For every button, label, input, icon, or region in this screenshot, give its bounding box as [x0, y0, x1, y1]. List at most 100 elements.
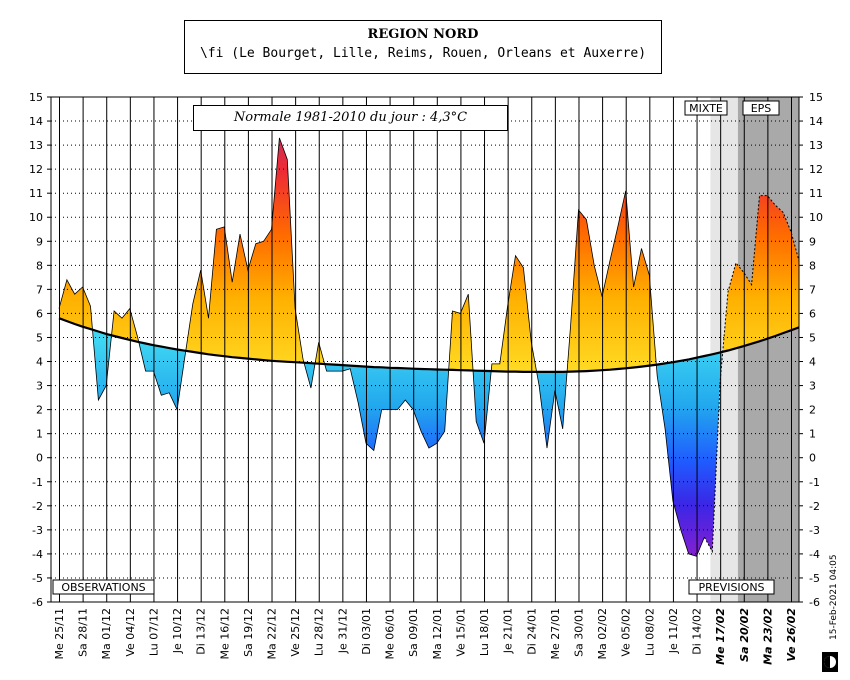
x-tick-label: Ma 02/02 [596, 608, 609, 659]
x-tick-label: Lu 08/02 [643, 608, 656, 656]
y-tick-label-right: 6 [809, 307, 816, 320]
forecast-line [703, 195, 799, 554]
y-tick-label-left: 11 [29, 187, 43, 200]
y-tick-label-left: 9 [36, 235, 43, 248]
cold-anomaly-area [656, 351, 723, 557]
y-tick-label-right: -5 [809, 572, 820, 585]
x-tick-label: Di 03/01 [360, 608, 373, 655]
previsions-label: PREVISIONS [688, 579, 775, 595]
zone-labels: OBSERVATIONS PREVISIONS MIXTE EPS [52, 100, 780, 595]
y-tick-label-right: -6 [809, 596, 820, 609]
previsions-label-box [688, 579, 775, 595]
x-tick-label: Je 10/12 [171, 608, 184, 654]
previsions-label-text: PREVISIONS [698, 581, 764, 594]
plot-border [50, 96, 800, 603]
y-tick-label-right: 14 [809, 115, 823, 128]
normale-label: Normale 1981-2010 du jour : 4,3°C [193, 105, 508, 131]
x-tick-label: Ve 15/01 [454, 608, 467, 657]
x-tick-label: Je 31/12 [336, 608, 349, 654]
y-tick-label-left: 10 [29, 211, 43, 224]
y-tick-label-left: 15 [29, 91, 43, 104]
x-axis: Me 25/11 Sa 28/11 Ma 01/12 Ve 04/12 Lu 07/12… [53, 608, 798, 665]
y-tick-label-left: -4 [32, 548, 43, 561]
temperature-line [58, 137, 705, 557]
y-tick-label-right: -4 [809, 548, 820, 561]
normale-line [58, 317, 799, 373]
y-tick-label-right: 9 [809, 235, 816, 248]
cold-anomaly-area [138, 342, 186, 410]
mixte-label-box [684, 100, 728, 116]
title-box: REGION NORD \fi (Le Bourget, Lille, Reim… [184, 20, 662, 74]
y-tick-label-right: -3 [809, 524, 820, 537]
x-tick-label: Sa 28/11 [77, 608, 90, 657]
y-tick-label-left: 0 [36, 452, 43, 465]
chart-title: REGION NORD [367, 27, 479, 42]
x-tick-label: Ma 23/02 [761, 608, 774, 665]
timestamp: 15-Feb-2021 04:05 [829, 554, 839, 640]
y-tick-label-right: 3 [809, 380, 816, 393]
y-tick-label-right: -2 [809, 500, 820, 513]
x-tick-label: Me 16/12 [218, 608, 231, 659]
y-tick-label-left: 7 [36, 283, 43, 296]
y-tick-label-left: 2 [36, 404, 43, 417]
eps-label-box [742, 100, 780, 116]
chart-subtitle: \fi (Le Bourget, Lille, Reims, Rouen, Or… [199, 46, 647, 61]
x-tick-label: Di 14/02 [691, 608, 704, 655]
x-tick-label: Ma 12/01 [431, 608, 444, 659]
x-tick-label: Je 11/02 [667, 608, 680, 654]
y-tick-label-right: 15 [809, 91, 823, 104]
x-tick-label: Sa 19/12 [242, 608, 255, 657]
y-tick-label-right: 10 [809, 211, 823, 224]
series-lines [58, 137, 799, 557]
y-tick-label-left: -3 [32, 524, 43, 537]
mixte-label: MIXTE [684, 100, 728, 116]
x-tick-label: Ve 25/12 [289, 608, 302, 657]
y-tick-label-left: 12 [29, 163, 43, 176]
observations-label-box [52, 579, 155, 595]
y-tick-label-left: 6 [36, 307, 43, 320]
x-tick-label: Di 24/01 [525, 608, 538, 655]
y-tick-label-right: 2 [809, 404, 816, 417]
x-tick-label: Ve 05/02 [620, 608, 633, 657]
mixte-label-text: MIXTE [689, 102, 723, 115]
x-tick-label: Ma 22/12 [266, 608, 279, 659]
y-tick-label-left: 8 [36, 259, 43, 272]
y-tick-label-right: 12 [809, 163, 823, 176]
eps-label-text: EPS [751, 102, 772, 115]
y-tick-label-left: 1 [36, 428, 43, 441]
y-tick-label-right: 11 [809, 187, 823, 200]
warm-anomaly-area [722, 195, 799, 352]
y-axis: -6 -6-5 -5-4 -4-3 -3-2 -2-1 -10 01 12 23 34 45 56 67 7… [29, 91, 823, 609]
x-tick-label: Di 13/12 [195, 608, 208, 655]
y-tick-label-right: 8 [809, 259, 816, 272]
x-tick-label: Je 21/01 [502, 608, 515, 654]
y-tick-label-left: 13 [29, 139, 43, 152]
x-tick-label: Me 27/01 [549, 608, 562, 659]
forecast-zones [710, 97, 799, 602]
x-tick-label: Ve 04/12 [124, 608, 137, 657]
warm-anomaly-area [315, 342, 325, 365]
x-tick-label: Sa 09/01 [407, 608, 420, 657]
x-tick-label: Ve 26/02 [785, 608, 798, 662]
y-tick-label-left: 3 [36, 380, 43, 393]
y-tick-label-right: 13 [809, 139, 823, 152]
cold-anomaly-area [304, 362, 316, 388]
y-tick-label-right: 4 [809, 356, 816, 369]
y-tick-label-left: -2 [32, 500, 43, 513]
warm-anomaly-area [567, 190, 657, 372]
plot-frame [50, 96, 800, 603]
warm-anomaly-area [491, 255, 537, 372]
x-tick-label: Lu 18/01 [478, 608, 491, 656]
x-tick-label: Ma 01/12 [100, 608, 113, 659]
x-tick-label: Sa 30/01 [572, 608, 585, 657]
y-tick-label-left: 4 [36, 356, 43, 369]
y-tick-label-right: 7 [809, 283, 816, 296]
x-tick-label: Lu 28/12 [313, 608, 326, 656]
observations-label: OBSERVATIONS [52, 579, 155, 595]
grid-lines [51, 97, 799, 602]
eps-label: EPS [742, 100, 780, 116]
zone-eps [737, 97, 799, 602]
x-tick-label: Lu 07/12 [147, 608, 160, 656]
x-tick-label: Me 06/01 [384, 608, 397, 659]
